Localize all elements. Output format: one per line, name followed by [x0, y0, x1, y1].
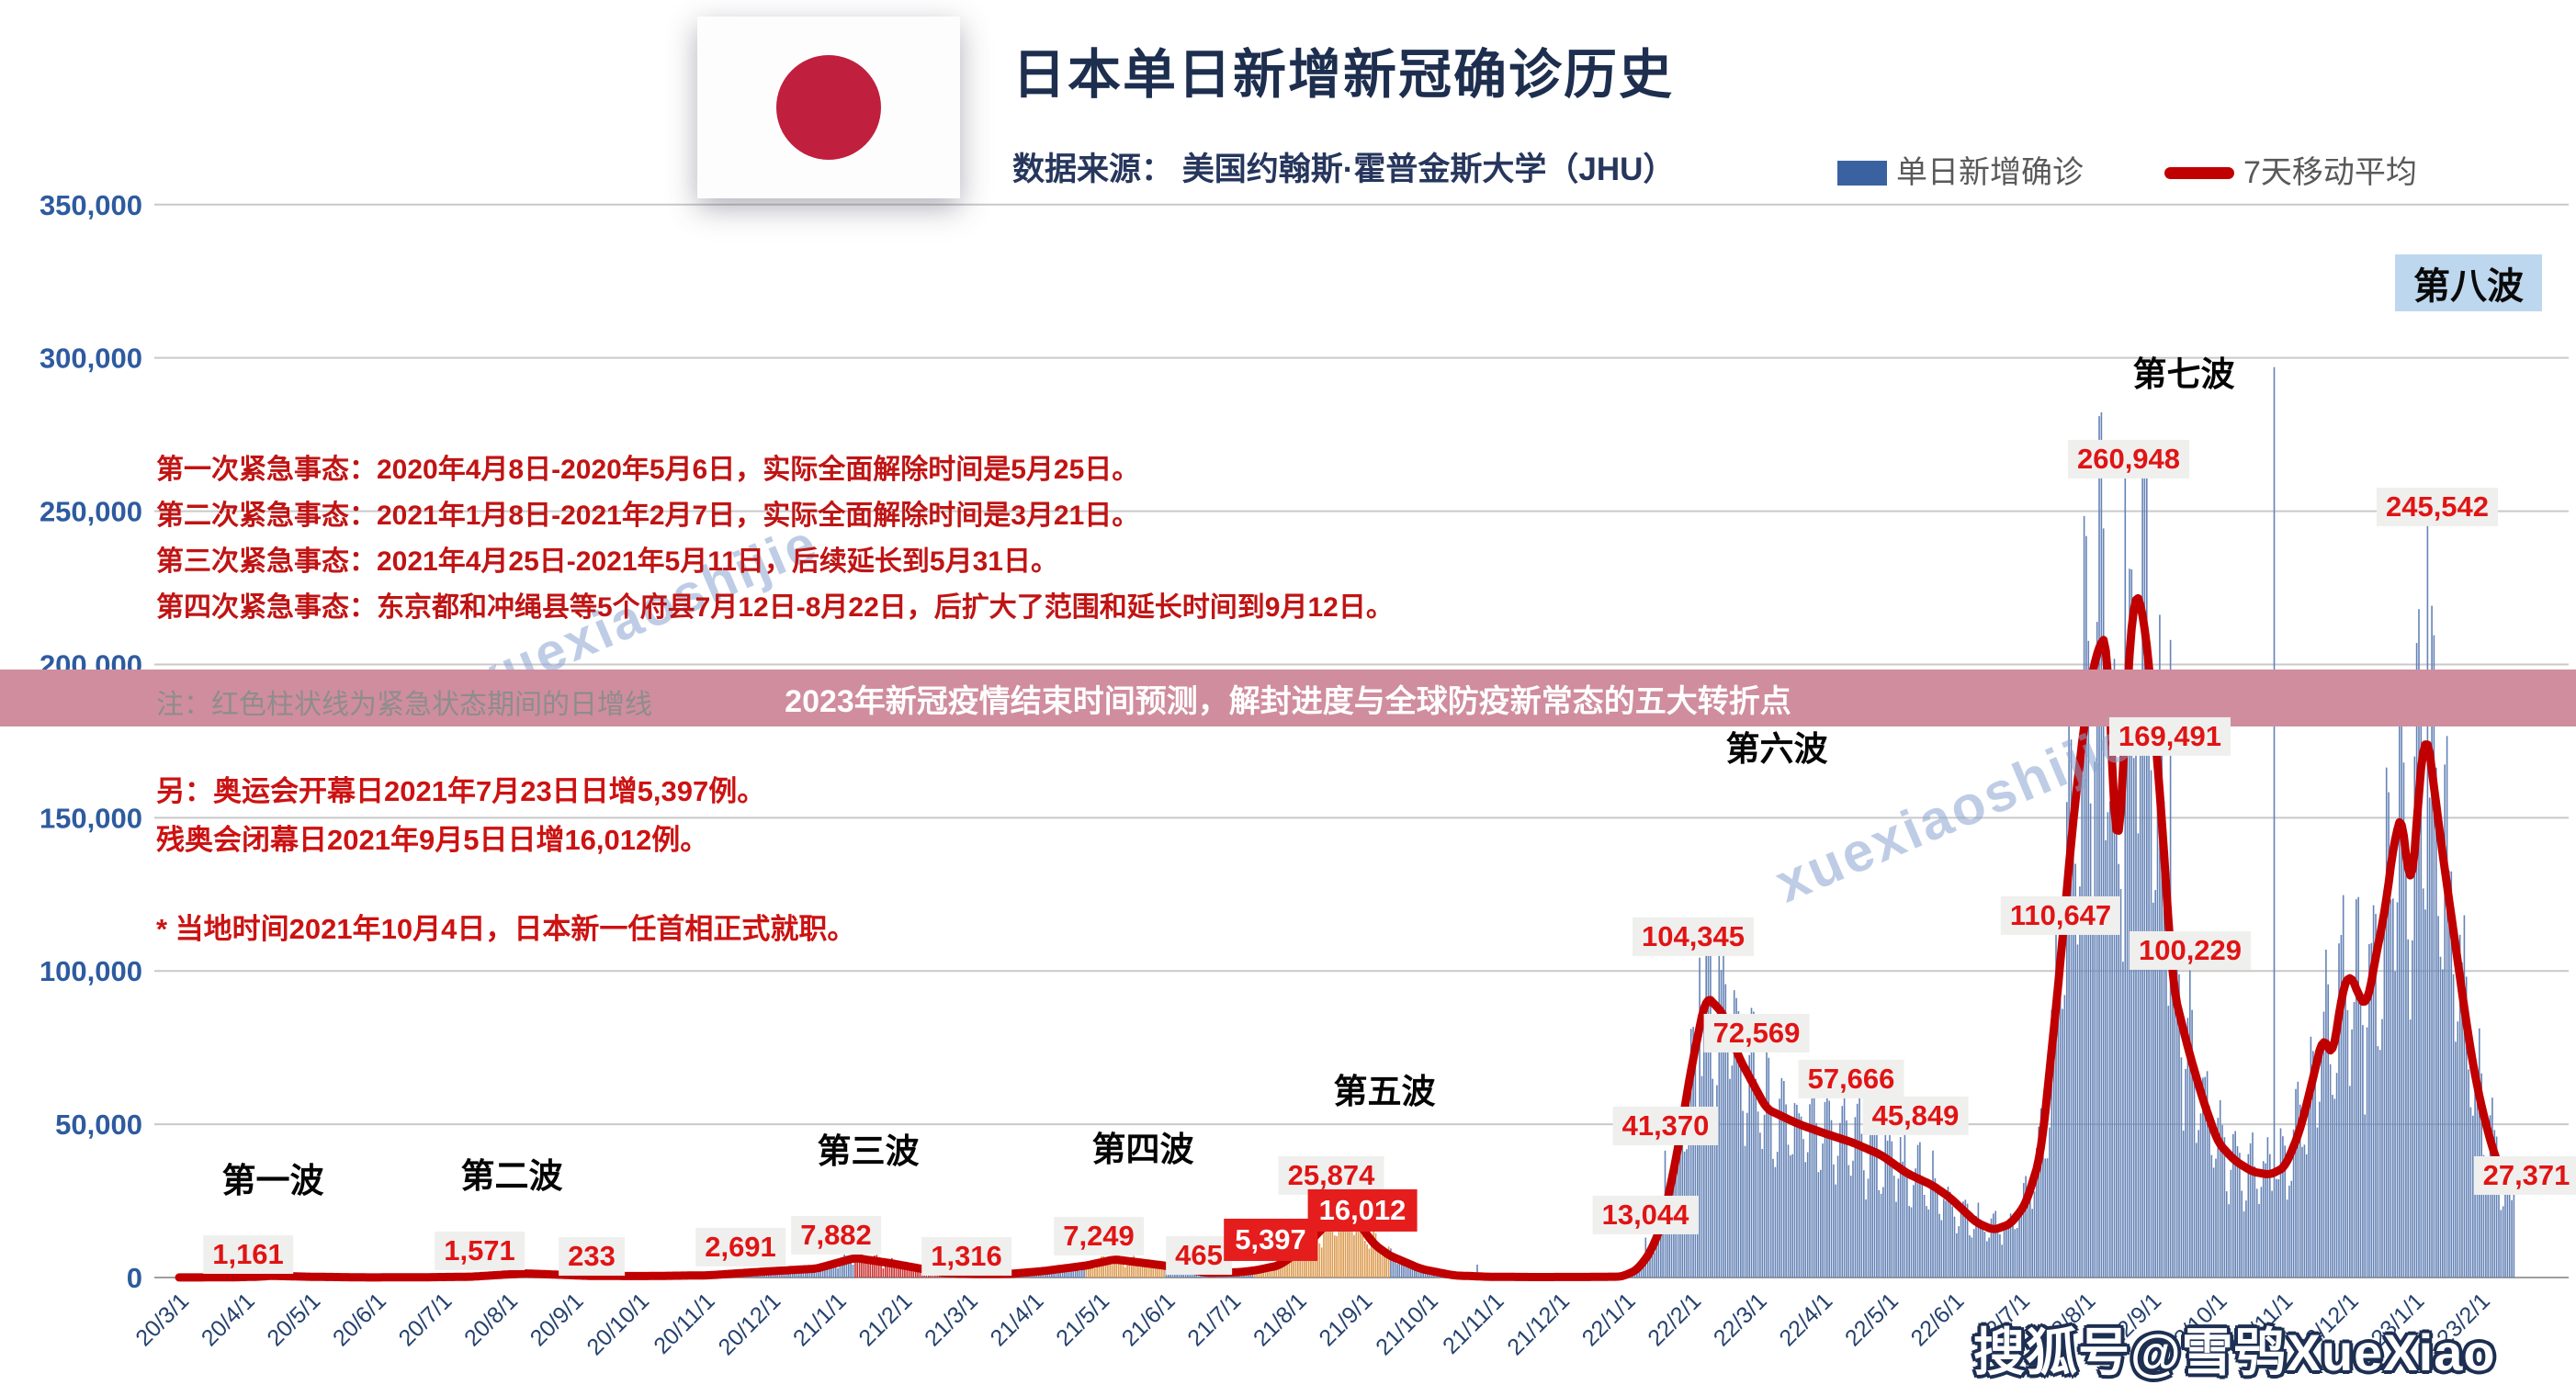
data-label: 7,882 [791, 1215, 881, 1255]
svg-text:22/2/1: 22/2/1 [1643, 1288, 1706, 1351]
data-label: 233 [559, 1236, 625, 1277]
svg-text:20/12/1: 20/12/1 [714, 1288, 786, 1360]
watermark-sohu: 搜狐号@雪鸮XueXiao [1973, 1323, 2496, 1381]
wave-label: 第五波 [1333, 1073, 1436, 1110]
note-new-pm: * 当地时间2021年10月4日，日本新一任首相正式就职。 [156, 913, 856, 945]
wave-label: 第一波 [221, 1162, 324, 1199]
data-label: 2,691 [695, 1227, 785, 1267]
svg-text:20/4/1: 20/4/1 [197, 1288, 260, 1351]
wave-label: 第六波 [1725, 730, 1828, 768]
svg-text:21/11/1: 21/11/1 [1438, 1288, 1508, 1358]
svg-text:20/5/1: 20/5/1 [262, 1288, 325, 1351]
svg-text:22/6/1: 22/6/1 [1906, 1288, 1970, 1351]
wave-label: 第七波 [2132, 355, 2235, 393]
svg-text:20/3/1: 20/3/1 [130, 1288, 194, 1351]
svg-text:22/1/1: 22/1/1 [1577, 1288, 1641, 1351]
wave-label: 第三波 [817, 1132, 920, 1170]
svg-text:20/7/1: 20/7/1 [394, 1288, 458, 1351]
svg-text:21/4/1: 21/4/1 [986, 1288, 1049, 1351]
svg-text:0: 0 [127, 1262, 142, 1294]
data-label: 1,316 [921, 1236, 1011, 1277]
wave-label: 第四波 [1091, 1131, 1194, 1168]
svg-text:100,000: 100,000 [40, 955, 142, 987]
svg-text:20/10/1: 20/10/1 [582, 1288, 654, 1360]
svg-text:50,000: 50,000 [55, 1109, 142, 1141]
svg-text:22/3/1: 22/3/1 [1709, 1288, 1772, 1351]
svg-text:22/5/1: 22/5/1 [1840, 1288, 1904, 1351]
svg-text:350,000: 350,000 [40, 189, 142, 221]
wave-label: 第二波 [460, 1157, 563, 1195]
legend-bar-swatch [1837, 161, 1887, 186]
emergency-note-3: 第三次紧急事态：2021年4月25日-2021年5月11日，后续延长到5月31日… [156, 546, 1058, 577]
svg-text:250,000: 250,000 [40, 496, 142, 528]
svg-text:20/8/1: 20/8/1 [459, 1288, 523, 1351]
data-label: 465 [1166, 1235, 1232, 1276]
svg-text:21/10/1: 21/10/1 [1371, 1288, 1443, 1360]
emergency-note-1: 第一次紧急事态：2020年4月8日-2020年5月6日，实际全面解除时间是5月2… [156, 455, 1140, 485]
svg-text:21/7/1: 21/7/1 [1182, 1288, 1246, 1351]
data-label: 45,849 [1862, 1096, 1969, 1136]
overlay-banner-text: 2023年新冠疫情结束时间预测，解封进度与全球防疫新常态的五大转折点 [785, 683, 1791, 719]
data-label: 41,370 [1612, 1106, 1719, 1146]
note-olympics: 另：奥运会开幕日2021年7月23日日增5,397例。 [156, 775, 766, 807]
svg-text:150,000: 150,000 [40, 802, 142, 834]
japan-flag-sun-icon [776, 55, 881, 160]
svg-text:21/2/1: 21/2/1 [853, 1288, 917, 1351]
emergency-note-2: 第二次紧急事态：2021年1月8日-2021年2月7日，实际全面解除时间是3月2… [156, 501, 1140, 531]
note-paralympics: 残奥会闭幕日2021年9月5日日增16,012例。 [156, 824, 709, 856]
data-label: 260,948 [2067, 439, 2190, 479]
svg-text:21/5/1: 21/5/1 [1051, 1288, 1114, 1351]
data-label: 27,371 [2473, 1155, 2576, 1196]
bars-daily-cases [178, 366, 2515, 1278]
data-source: 数据来源： 美国约翰斯·霍普金斯大学（JHU） [1012, 152, 1676, 187]
data-label: 1,161 [203, 1234, 293, 1275]
svg-text:21/9/1: 21/9/1 [1314, 1288, 1377, 1351]
svg-text:20/9/1: 20/9/1 [525, 1288, 589, 1351]
svg-text:21/12/1: 21/12/1 [1502, 1288, 1575, 1360]
svg-text:20/11/1: 20/11/1 [649, 1288, 719, 1358]
legend-line-swatch [2164, 167, 2234, 179]
svg-text:22/4/1: 22/4/1 [1774, 1288, 1837, 1351]
svg-text:300,000: 300,000 [40, 343, 142, 375]
data-label: 16,012 [1307, 1188, 1418, 1233]
svg-text:21/3/1: 21/3/1 [920, 1288, 983, 1351]
data-label: 57,666 [1798, 1059, 1904, 1099]
svg-text:21/1/1: 21/1/1 [788, 1288, 852, 1351]
data-label: 1,571 [435, 1231, 525, 1271]
overlay-banner: 2023年新冠疫情结束时间预测，解封进度与全球防疫新常态的五大转折点 [0, 670, 2576, 726]
legend-line-label: 7天移动平均 [2243, 155, 2417, 190]
data-label: 7,249 [1054, 1216, 1144, 1256]
svg-text:21/8/1: 21/8/1 [1248, 1288, 1312, 1351]
legend-bar-label: 单日新增确诊 [1896, 155, 2084, 190]
data-label: 25,874 [1278, 1155, 1384, 1196]
data-label: 100,229 [2129, 930, 2252, 971]
data-label: 5,397 [1224, 1218, 1317, 1262]
data-label: 245,542 [2376, 487, 2499, 527]
data-label: 110,647 [2000, 895, 2121, 936]
gridlines [154, 203, 2569, 1278]
data-label: 104,345 [1632, 917, 1755, 957]
svg-text:20/6/1: 20/6/1 [328, 1288, 391, 1351]
wave8-badge: 第八波 [2395, 254, 2542, 311]
data-label: 72,569 [1703, 1013, 1810, 1053]
page-title: 日本单日新增新冠确诊历史 [1012, 45, 1675, 105]
y-axis-labels: 050,000100,000150,000200,000250,000300,0… [40, 189, 142, 1294]
emergency-note-4: 第四次紧急事态：东京都和冲绳县等5个府县7月12日-8月22日，后扩大了范围和延… [156, 592, 1394, 623]
japan-flag [697, 17, 960, 198]
data-label: 169,491 [2108, 716, 2231, 757]
svg-text:21/6/1: 21/6/1 [1117, 1288, 1181, 1351]
data-label: 13,044 [1592, 1195, 1699, 1235]
note-emergency-bars: 注：红色柱状线为紧急状态期间的日增线 [156, 690, 652, 720]
